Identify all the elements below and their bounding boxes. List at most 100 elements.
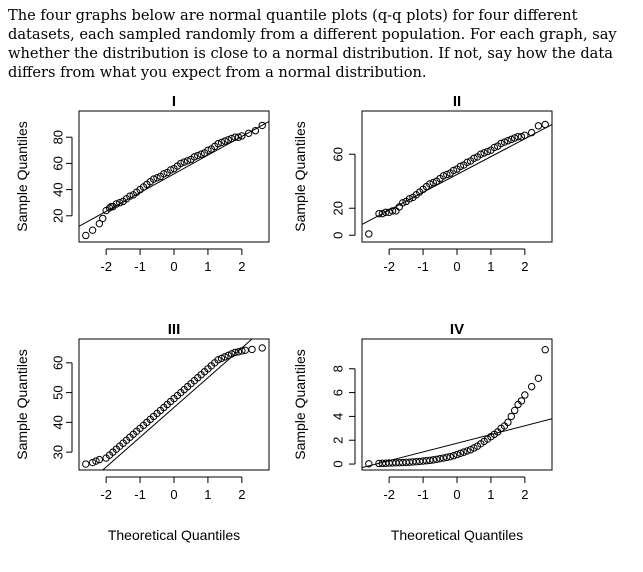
x-axis-label: Theoretical Quantiles bbox=[391, 527, 523, 543]
data-point bbox=[95, 219, 104, 228]
data-point bbox=[112, 200, 121, 208]
data-point bbox=[82, 231, 90, 240]
x-tick-label: -2 bbox=[100, 259, 112, 274]
panel-1: I -2 -1 0 1 2 20 40 60 80 Sample Quantiles bbox=[14, 93, 270, 274]
y-tick-label: 20 bbox=[331, 201, 346, 215]
data-point bbox=[507, 135, 515, 144]
plot-frame bbox=[78, 110, 270, 243]
data-point bbox=[224, 136, 232, 144]
x-tick-label: 0 bbox=[453, 259, 460, 274]
data-point bbox=[375, 209, 383, 218]
x-tick-label: 2 bbox=[521, 259, 528, 274]
plot-area bbox=[82, 339, 266, 470]
x-tick-label: 1 bbox=[487, 487, 494, 502]
data-point bbox=[116, 199, 124, 207]
data-point bbox=[88, 458, 97, 467]
data-point bbox=[497, 139, 505, 148]
data-point bbox=[449, 452, 458, 460]
data-point bbox=[514, 132, 522, 141]
data-point bbox=[378, 209, 387, 218]
data-point bbox=[405, 195, 414, 203]
data-point bbox=[477, 150, 485, 158]
y-tick-label: 60 bbox=[51, 156, 66, 170]
data-point bbox=[88, 226, 97, 234]
data-point bbox=[180, 158, 188, 166]
data-point bbox=[385, 208, 393, 216]
data-point bbox=[443, 170, 451, 179]
data-point bbox=[231, 133, 239, 141]
x-tick-label: -2 bbox=[383, 487, 395, 502]
plot-area bbox=[79, 121, 269, 240]
x-tick-label: 2 bbox=[238, 487, 245, 502]
data-point bbox=[365, 460, 373, 468]
data-point bbox=[214, 140, 222, 148]
y-axis-label: Sample Quantiles bbox=[292, 121, 308, 232]
data-point bbox=[95, 455, 104, 464]
data-point bbox=[517, 132, 526, 141]
y-tick-label: 0 bbox=[331, 460, 346, 467]
data-point bbox=[453, 450, 461, 459]
x-tick-label: 1 bbox=[204, 259, 211, 274]
data-point bbox=[388, 207, 397, 215]
data-point bbox=[504, 137, 512, 145]
y-tick-label: 80 bbox=[51, 130, 66, 144]
data-point bbox=[221, 137, 229, 145]
data-point bbox=[248, 345, 256, 354]
plot-frame bbox=[78, 338, 270, 471]
data-point bbox=[470, 154, 478, 162]
data-point bbox=[504, 418, 512, 427]
data-point bbox=[105, 204, 114, 212]
data-point bbox=[160, 170, 168, 178]
x-tick-label: 0 bbox=[170, 487, 177, 502]
data-point bbox=[429, 178, 437, 187]
data-point bbox=[426, 456, 434, 465]
panel-title: IV bbox=[450, 321, 464, 338]
x-tick-label: 1 bbox=[204, 487, 211, 502]
data-point bbox=[446, 452, 454, 461]
panel-title: I bbox=[172, 93, 176, 110]
x-tick-label: -1 bbox=[417, 259, 429, 274]
y-tick-label: 8 bbox=[331, 365, 346, 372]
y-tick-label: 60 bbox=[331, 147, 346, 161]
data-point bbox=[149, 175, 158, 183]
y-tick-label: 30 bbox=[51, 445, 66, 459]
data-point bbox=[521, 391, 529, 399]
data-point bbox=[541, 120, 549, 129]
panel-title: III bbox=[168, 321, 181, 338]
data-point bbox=[432, 455, 441, 463]
panel-title: II bbox=[453, 93, 461, 110]
data-point bbox=[231, 348, 239, 357]
x-tick-label: -1 bbox=[134, 259, 146, 274]
x-tick-label: 2 bbox=[238, 259, 245, 274]
data-point bbox=[227, 134, 236, 143]
data-point bbox=[194, 151, 202, 160]
data-point bbox=[92, 457, 100, 465]
data-point bbox=[238, 347, 246, 355]
data-point bbox=[221, 353, 229, 361]
x-tick-label: 0 bbox=[453, 487, 460, 502]
data-point bbox=[258, 344, 266, 352]
data-point bbox=[153, 174, 161, 182]
data-point bbox=[534, 374, 543, 382]
data-point bbox=[251, 126, 260, 135]
data-point bbox=[463, 447, 471, 455]
data-point bbox=[177, 159, 185, 168]
data-point bbox=[510, 406, 519, 415]
data-point bbox=[183, 157, 192, 165]
data-point bbox=[234, 133, 243, 141]
data-point bbox=[234, 348, 243, 356]
panel-4: IV -2 -1 0 1 2 0 2 4 6 8 Sample Quantiles Theoretica… bbox=[292, 321, 553, 543]
data-point bbox=[439, 454, 448, 462]
y-tick-label: 6 bbox=[331, 389, 346, 396]
data-point bbox=[527, 128, 536, 137]
data-point bbox=[224, 351, 232, 360]
y-axis-label: Sample Quantiles bbox=[14, 349, 30, 460]
x-axis-label: Theoretical Quantiles bbox=[108, 527, 240, 543]
data-point bbox=[443, 453, 451, 462]
data-point bbox=[460, 448, 468, 456]
data-point bbox=[527, 382, 536, 391]
x-tick-label: -1 bbox=[134, 487, 146, 502]
y-tick-label: 40 bbox=[51, 415, 66, 429]
